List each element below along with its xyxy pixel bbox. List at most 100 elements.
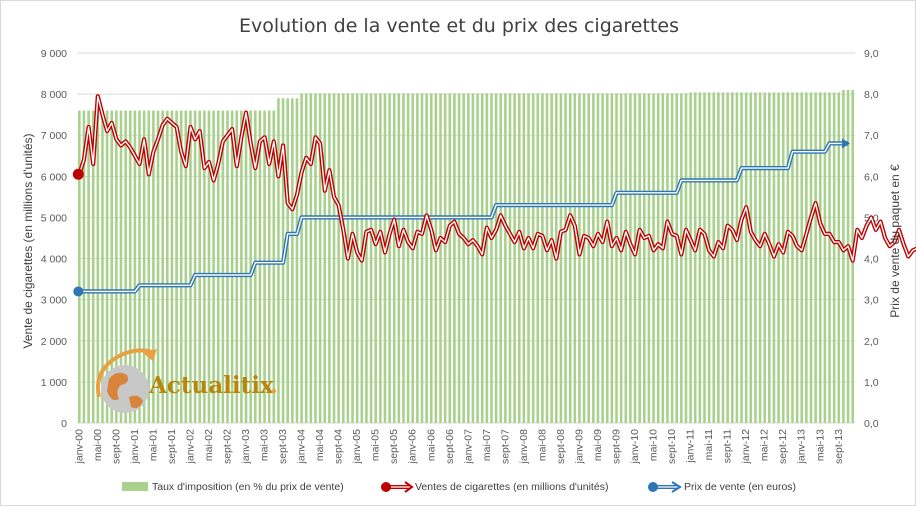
y-right-tick: 4,0 [864, 254, 879, 266]
tax-bar [578, 93, 581, 424]
tax-bar [184, 110, 188, 424]
sales-start-marker [72, 168, 84, 180]
tax-bar [531, 93, 535, 424]
tax-bar [605, 93, 609, 424]
x-tick: mai-04 [314, 429, 326, 461]
tax-bar [379, 93, 382, 424]
actualitix-logo: Actualitix . [96, 348, 278, 413]
tax-bar [207, 110, 211, 424]
tax-bar [615, 93, 618, 424]
x-tick: sept-03 [277, 429, 289, 464]
x-tick: sept-05 [388, 429, 400, 464]
tax-bar [258, 110, 262, 424]
tax-bar [119, 110, 123, 424]
tax-bar [763, 92, 766, 423]
y-left-tick: 6 000 [41, 171, 67, 183]
tax-bar [652, 93, 655, 424]
y-right-tick: 1,0 [864, 377, 879, 389]
legend: Taux d'imposition (en % du prix de vente… [122, 481, 796, 493]
tax-bar [365, 93, 368, 424]
tax-bar [818, 92, 822, 423]
tax-bar [462, 93, 465, 424]
tax-bar [476, 93, 479, 424]
tax-bar [800, 92, 804, 423]
tax-bar [161, 110, 164, 424]
tax-bar [355, 93, 359, 424]
tax-bar [541, 93, 544, 424]
y-right-tick: 0,0 [864, 418, 879, 430]
tax-bar [828, 92, 831, 423]
legend-label-tax: Taux d'imposition (en % du prix de vente… [152, 481, 344, 493]
tax-bar [656, 93, 660, 424]
price-arrow [842, 138, 851, 149]
tax-bar [272, 110, 276, 424]
y-left-axis-title: Vente de cigarettes (en millions d'unité… [21, 133, 35, 348]
sales-line-inner [78, 95, 916, 262]
x-axis-ticks: janv-00 mai-00 sept-00 janv-01 mai-01 sept-01… [73, 429, 844, 465]
y-right-tick: 2,0 [864, 336, 879, 348]
tax-bar [105, 110, 109, 424]
tax-bar [629, 93, 632, 424]
tax-bar [295, 98, 299, 423]
tax-bar [527, 93, 530, 424]
tax-bar [388, 93, 391, 424]
y-left-tick: 1 000 [41, 377, 67, 389]
tax-bar [309, 93, 313, 424]
tax-bar [809, 92, 813, 423]
x-tick: mai-06 [425, 429, 437, 461]
tax-bar [156, 110, 160, 424]
tax-bar [91, 110, 95, 424]
tax-bar [78, 110, 81, 424]
x-tick: janv-06 [407, 429, 419, 465]
x-tick: janv-01 [129, 429, 141, 465]
tax-bar [504, 93, 507, 424]
tax-bar [703, 92, 706, 423]
tax-bar [610, 93, 614, 424]
left-axis-ticks: 0 1 000 2 000 3 000 4 000 5 000 6 000 7 000 8 00… [41, 48, 67, 430]
y-left-tick: 5 000 [41, 212, 67, 224]
x-tick: mai-08 [536, 429, 548, 461]
tax-bar [392, 93, 396, 424]
tax-bar [596, 93, 600, 424]
tax-bar [434, 93, 438, 424]
tax-bar [684, 93, 688, 424]
tax-bar [263, 110, 266, 424]
x-tick: sept-00 [110, 429, 122, 464]
tax-bar [87, 110, 90, 424]
tax-bar [781, 92, 785, 423]
tax-bar [471, 93, 475, 424]
tax-bar [439, 93, 442, 424]
tax-bar [791, 92, 794, 423]
tax-bar [341, 93, 345, 424]
tax-bar [124, 110, 127, 424]
y-left-tick: 0 [61, 418, 67, 430]
y-left-tick: 3 000 [41, 295, 67, 307]
tax-bar [82, 110, 86, 424]
x-tick: sept-08 [555, 429, 567, 464]
tax-bar [670, 93, 674, 424]
tax-bar [152, 110, 155, 424]
tax-bar [545, 93, 549, 424]
tax-bar [425, 93, 428, 424]
tax-bar [768, 92, 771, 423]
x-tick: sept-06 [444, 429, 456, 464]
x-tick: sept-07 [499, 429, 511, 464]
tax-bar [564, 93, 567, 424]
tax-bar [568, 93, 572, 424]
tax-bar [698, 92, 702, 423]
y-right-tick: 9,0 [864, 48, 879, 60]
x-tick: sept-01 [166, 429, 178, 464]
tax-bar [267, 110, 271, 424]
svg-text:.: . [270, 372, 278, 399]
tax-bar [179, 110, 183, 424]
tax-bar [369, 93, 373, 424]
tax-bar [749, 92, 753, 423]
tax-bar [550, 93, 553, 424]
y-left-tick: 2 000 [41, 336, 67, 348]
x-tick: mai-07 [481, 429, 493, 461]
x-tick: janv-07 [462, 429, 474, 465]
tax-bar [740, 92, 743, 423]
tax-bar [300, 93, 303, 424]
x-tick: mai-10 [648, 429, 660, 461]
y-left-tick: 4 000 [41, 254, 67, 266]
